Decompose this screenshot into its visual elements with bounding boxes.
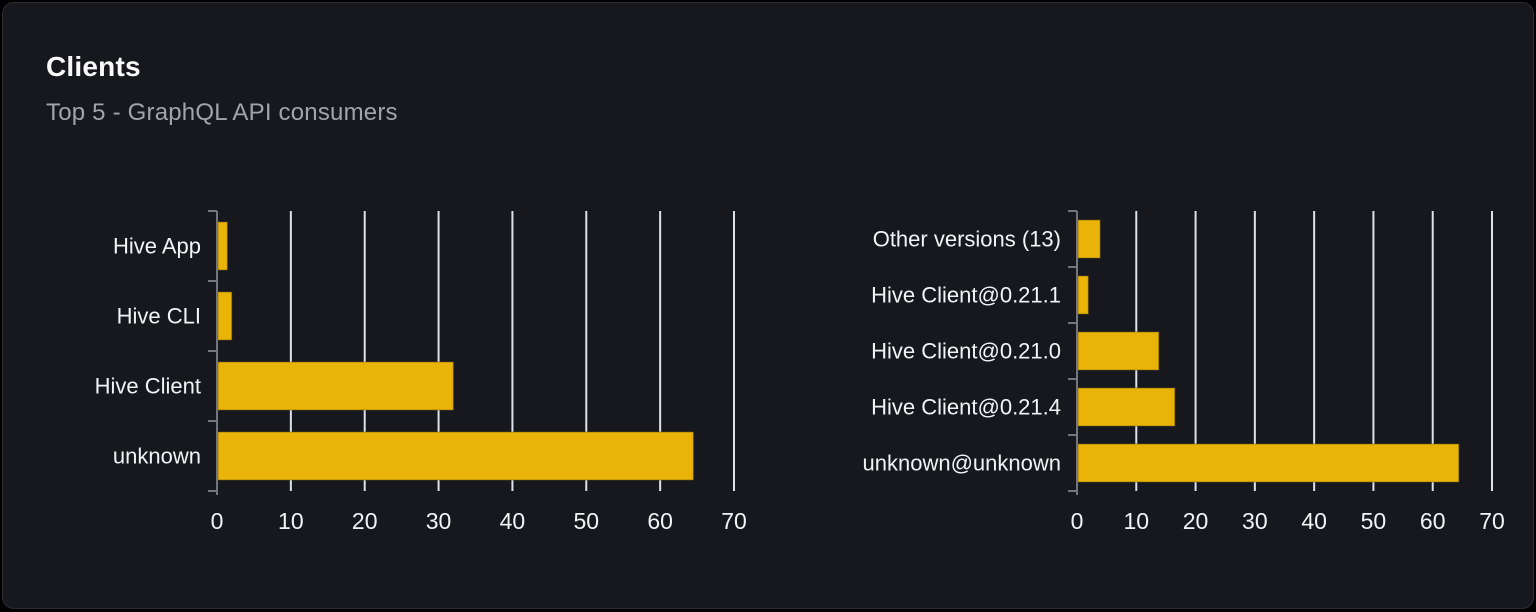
category-label: Hive Client (95, 374, 201, 399)
x-tick-label: 0 (211, 508, 224, 534)
bar-unknown-unknown[interactable] (1077, 443, 1460, 483)
x-tick-label: 50 (1361, 508, 1387, 534)
x-tick-label: 20 (352, 508, 378, 534)
card-title: Clients (46, 51, 141, 82)
category-label: Hive Client@0.21.4 (871, 395, 1061, 420)
x-tick-label: 20 (1183, 508, 1209, 534)
bar-hive-client-0-21-1[interactable] (1077, 275, 1089, 315)
clients-by-version-bar-chart: Other versions (13) Hive Client@0.21.1 Hiv… (863, 210, 1505, 534)
category-label: Hive Client@0.21.1 (871, 283, 1061, 308)
category-label: Hive Client@0.21.0 (871, 339, 1061, 364)
bar-hive-client[interactable] (217, 361, 454, 411)
clients-by-name-bar-chart: Hive App Hive CLI Hive Client unknown 0 10 20 3… (95, 210, 747, 534)
x-tick-label: 40 (1301, 508, 1327, 534)
x-tick-label: 30 (426, 508, 452, 534)
card-subtitle: Top 5 - GraphQL API consumers (46, 99, 398, 126)
bar-hive-client-0-21-0[interactable] (1077, 331, 1160, 371)
category-label: unknown (113, 444, 201, 469)
x-tick-label: 10 (1123, 508, 1149, 534)
x-tick-label: 70 (721, 508, 747, 534)
bar-hive-client-0-21-4[interactable] (1077, 387, 1176, 427)
category-label: Hive App (113, 234, 201, 259)
x-tick-label: 70 (1479, 508, 1505, 534)
bar-hive-app[interactable] (217, 221, 228, 271)
bar-other-versions-13-[interactable] (1077, 219, 1101, 259)
x-tick-label: 60 (1420, 508, 1446, 534)
category-label: Other versions (13) (873, 227, 1061, 252)
x-tick-label: 40 (500, 508, 526, 534)
x-tick-label: 50 (573, 508, 599, 534)
x-tick-label: 0 (1071, 508, 1084, 534)
bar-unknown[interactable] (217, 431, 694, 481)
x-tick-label: 10 (278, 508, 304, 534)
x-tick-label: 60 (647, 508, 673, 534)
category-label: unknown@unknown (863, 451, 1061, 476)
bar-hive-cli[interactable] (217, 291, 233, 341)
category-label: Hive CLI (117, 304, 201, 329)
x-tick-label: 30 (1242, 508, 1268, 534)
